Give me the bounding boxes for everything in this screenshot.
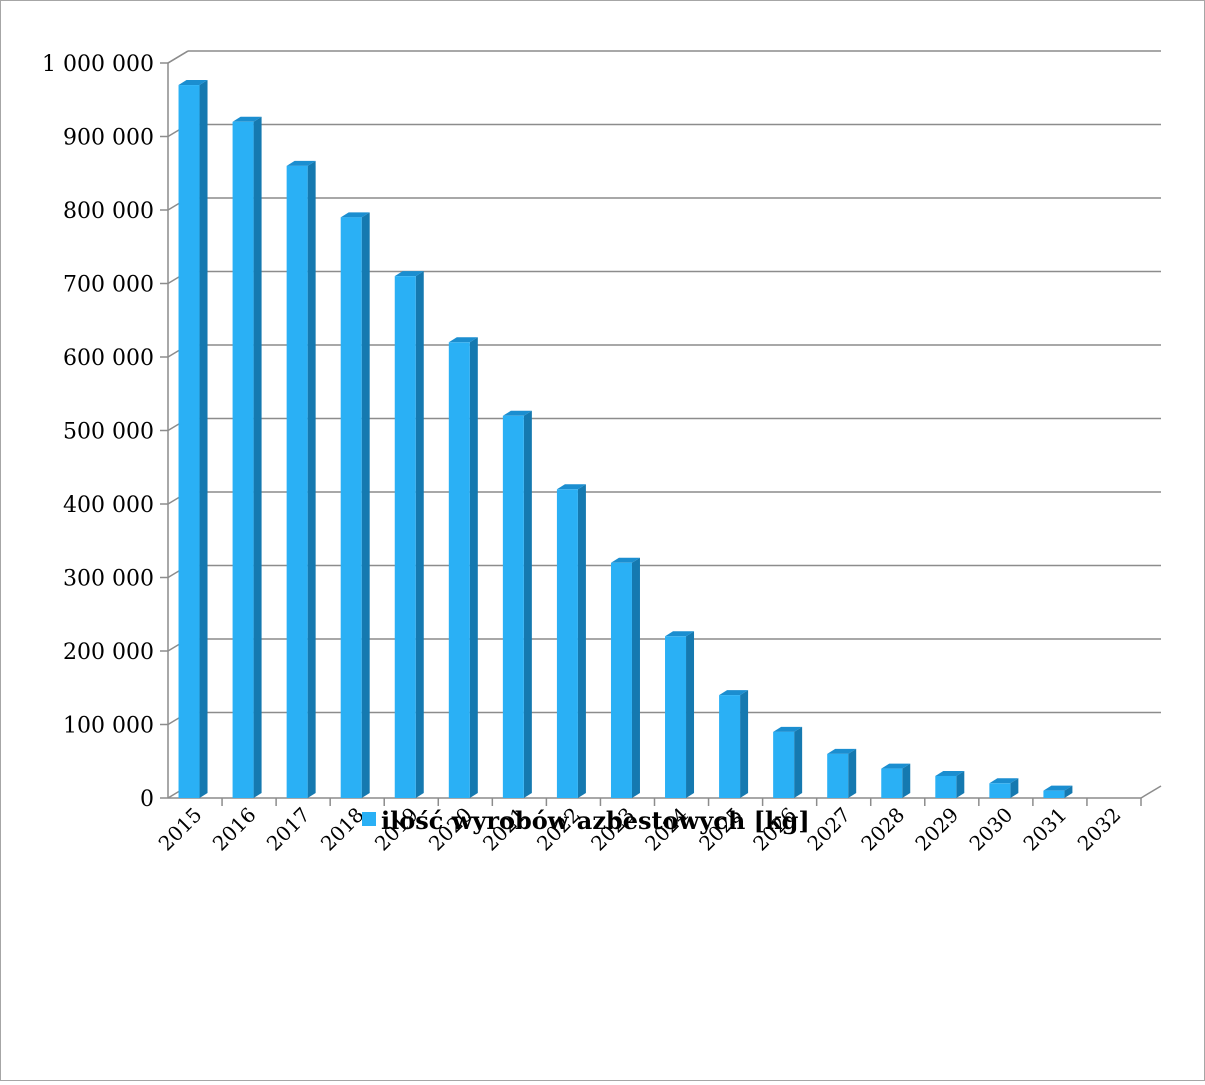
bar-side [469,337,478,798]
bar [827,753,849,798]
y-tick-label: 300 000 [63,567,154,592]
bar-top [935,770,965,776]
y-tick-label: 900 000 [63,126,154,151]
bar-side [361,212,370,799]
bar-top [286,160,316,166]
bar-top [665,631,695,637]
bar-side [199,80,208,799]
bar-top [340,212,370,218]
x-tick-label: 2029 [910,803,963,856]
bar-side [523,410,532,798]
bar-top [232,116,262,122]
y-axis-depth [167,50,189,64]
y-tick-label: 400 000 [63,493,154,518]
y-tick-label: 1 000 000 [42,52,154,77]
x-tick-label: 2018 [316,803,369,856]
bar-side [740,690,749,798]
bar [178,85,200,799]
bar [935,775,957,798]
bar [719,695,741,798]
bar-side [794,726,803,798]
bar [665,636,687,798]
axes [160,50,1162,806]
bar [232,121,254,799]
legend-swatch [362,812,376,826]
bar-side [415,271,424,798]
y-tick-label: 500 000 [63,420,154,445]
y-tick-label: 600 000 [63,346,154,371]
bar-top [827,748,857,754]
y-tick-label: 200 000 [63,640,154,665]
x-tick-label: 2031 [1018,803,1071,856]
bar-side [686,631,695,798]
bar [502,415,524,798]
y-tick-labels: 0 100 000 200 000 300 000 400 000 500 000 600 … [42,52,154,812]
bar-top [610,557,640,563]
bar [881,768,903,798]
bar-side [1010,778,1019,798]
bar-side [848,748,857,798]
x-axis-depth [1140,785,1162,799]
legend: ilość wyrobów azbestowych [kg] [362,806,810,835]
legend-label: ilość wyrobów azbestowych [kg] [381,806,810,835]
bar-top [448,337,478,343]
x-tick-label: 2030 [964,803,1017,856]
bar-side [956,770,965,798]
y-tick-label: 0 [140,787,154,812]
bar [556,489,578,798]
bar-side [577,484,586,798]
bar-side [1064,785,1073,798]
bar-top [989,778,1019,784]
bar-side [253,116,262,799]
bar-top [556,484,586,490]
x-tick-label: 2016 [208,803,261,856]
x-tick-label: 2015 [154,803,207,856]
y-tick-label: 800 000 [63,199,154,224]
bar-top [719,690,749,696]
y-tick-label: 100 000 [63,714,154,739]
gridlines [167,50,1161,726]
bar-side [902,763,911,798]
y-tick-label: 700 000 [63,273,154,298]
bar [448,342,470,798]
bar [340,217,362,799]
bar-top [394,271,424,277]
bar [394,276,416,798]
bar [286,165,308,798]
bar [1043,790,1065,798]
x-tick-label: 2028 [856,803,909,856]
bar-top [178,80,208,86]
x-tick-label: 2017 [262,803,315,856]
bar [610,562,632,798]
bar-top [773,726,803,732]
bars [178,80,1073,799]
bar [773,731,795,798]
bar-top [881,763,911,769]
x-tick-label: 2032 [1073,803,1126,856]
bar-top [502,410,532,416]
bar-top [1043,785,1073,791]
bar-side [631,557,640,798]
x-tick-label: 2027 [802,803,855,856]
bar-side [307,160,316,798]
bar [989,783,1011,798]
